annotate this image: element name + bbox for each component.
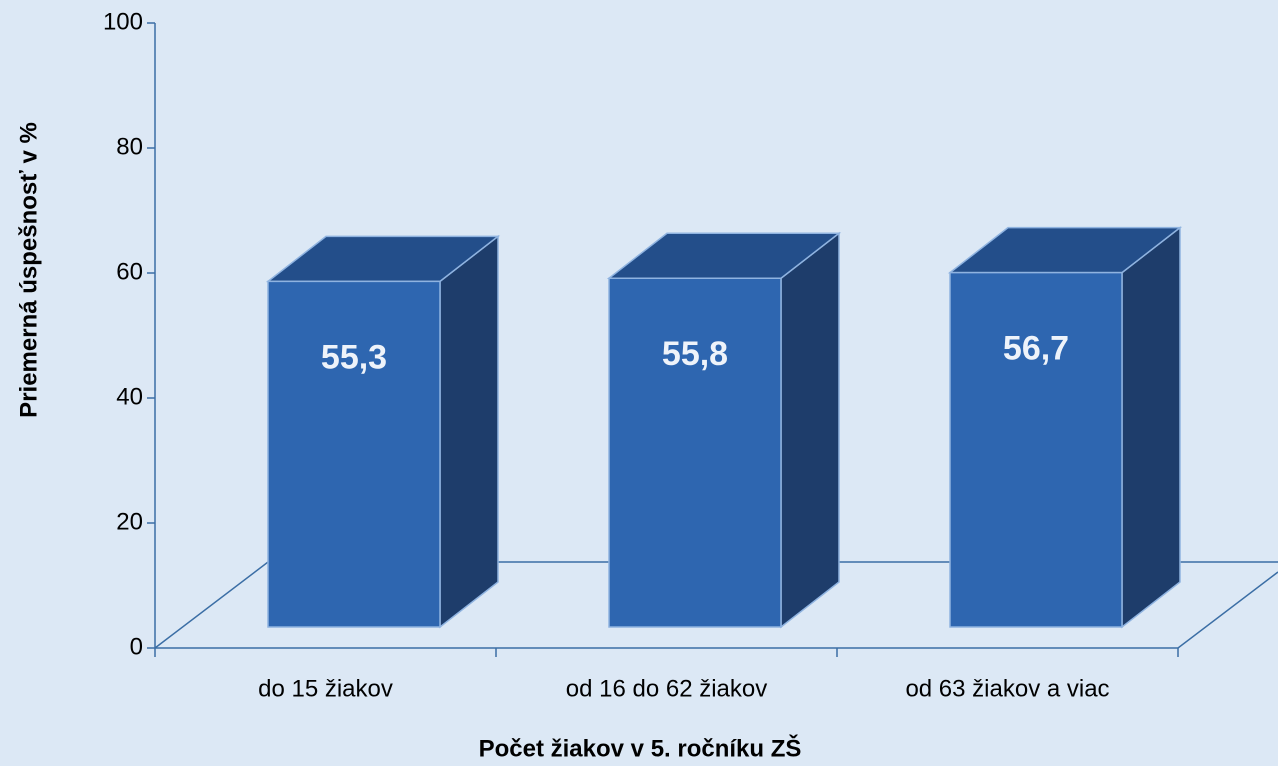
bar-side [1121,226,1181,629]
x-tick-label: od 63 žiakov a viac [905,675,1109,702]
y-tick-label: 60 [116,258,143,285]
y-axis-title: Priemerná úspešnosť v % [15,122,42,418]
y-tick-label: 80 [116,133,143,160]
x-axis-title: Počet žiakov v 5. ročníku ZŠ [479,734,802,762]
bar-side [780,231,840,629]
bar [267,280,441,628]
value-label: 55,8 [662,335,728,373]
value-label: 55,3 [321,338,387,376]
value-label: 56,7 [1003,330,1069,368]
y-tick-label: 20 [116,508,143,535]
bar [949,271,1123,628]
x-tick-label: do 15 žiakov [258,675,393,702]
y-tick-label: 100 [103,8,143,35]
x-tick-label: od 16 do 62 žiakov [566,675,767,702]
bar [608,277,782,628]
bar-side [439,234,499,629]
y-tick-label: 40 [116,383,143,410]
y-tick-label: 0 [130,633,143,660]
